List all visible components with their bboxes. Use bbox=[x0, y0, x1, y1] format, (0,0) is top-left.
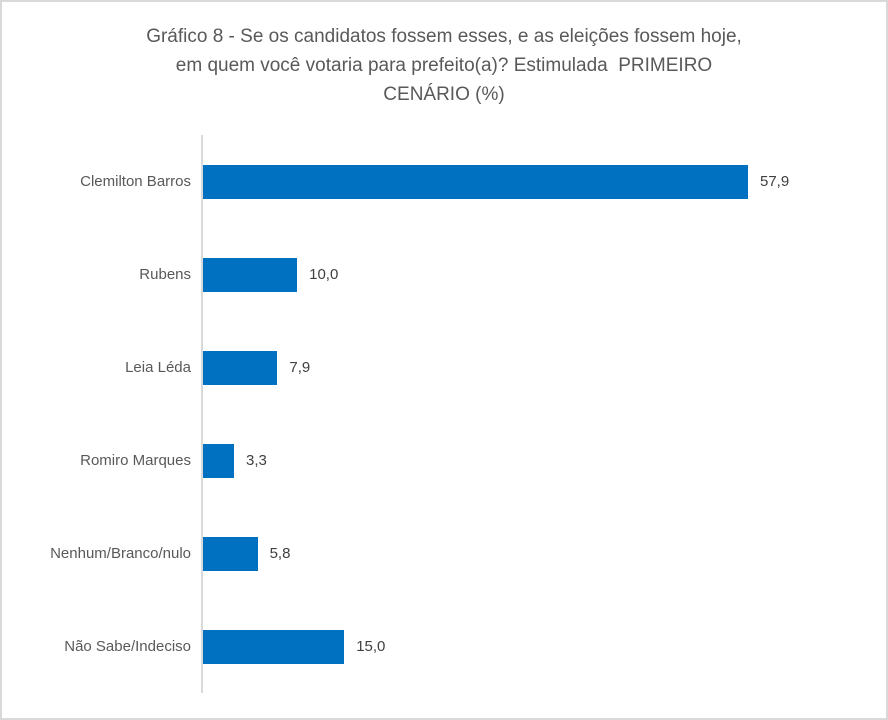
value-label: 15,0 bbox=[356, 638, 386, 655]
bar-area: 3,3 bbox=[201, 414, 886, 507]
bar-chart-plot: Clemilton Barros 57,9 Rubens 10,0 Leia Léda 7… bbox=[2, 135, 886, 693]
bar bbox=[203, 257, 298, 292]
bar-area: 7,9 bbox=[201, 321, 886, 414]
bar bbox=[203, 164, 748, 199]
bar-row: Não Sabe/Indeciso 15,0 bbox=[2, 600, 886, 693]
bar-row: Clemilton Barros 57,9 bbox=[2, 135, 886, 228]
bar-area: 5,8 bbox=[201, 507, 886, 600]
bar-row: Romiro Marques 3,3 bbox=[2, 414, 886, 507]
bar-row: Nenhum/Branco/nulo 5,8 bbox=[2, 507, 886, 600]
value-label: 5,8 bbox=[269, 545, 291, 562]
bar bbox=[203, 629, 345, 664]
value-label: 10,0 bbox=[309, 266, 339, 283]
value-label: 57,9 bbox=[760, 173, 790, 190]
bar bbox=[203, 350, 278, 385]
bar-area: 10,0 bbox=[201, 228, 886, 321]
value-label: 7,9 bbox=[289, 359, 311, 376]
category-label: Rubens bbox=[139, 266, 191, 283]
bar-area: 15,0 bbox=[201, 600, 886, 693]
category-label: Não Sabe/Indeciso bbox=[64, 638, 191, 655]
chart-title-line: em quem você votaria para prefeito(a)? E… bbox=[175, 55, 713, 76]
bar bbox=[203, 536, 258, 571]
category-label: Romiro Marques bbox=[80, 452, 191, 469]
value-label: 3,3 bbox=[246, 452, 267, 469]
chart-title-line: CENÁRIO (%) bbox=[383, 84, 505, 105]
bar bbox=[203, 443, 235, 478]
category-label: Clemilton Barros bbox=[80, 173, 191, 190]
bar-row: Rubens 10,0 bbox=[2, 228, 886, 321]
bar-area: 57,9 bbox=[201, 135, 886, 228]
bar-row: Leia Léda 7,9 bbox=[2, 321, 886, 414]
category-label: Leia Léda bbox=[125, 359, 191, 376]
category-label: Nenhum/Branco/nulo bbox=[50, 545, 191, 562]
chart-title-line: Gráfico 8 - Se os candidatos fossem esse… bbox=[146, 26, 742, 47]
chart-title: Gráfico 8 - Se os candidatos fossem esse… bbox=[2, 2, 886, 109]
